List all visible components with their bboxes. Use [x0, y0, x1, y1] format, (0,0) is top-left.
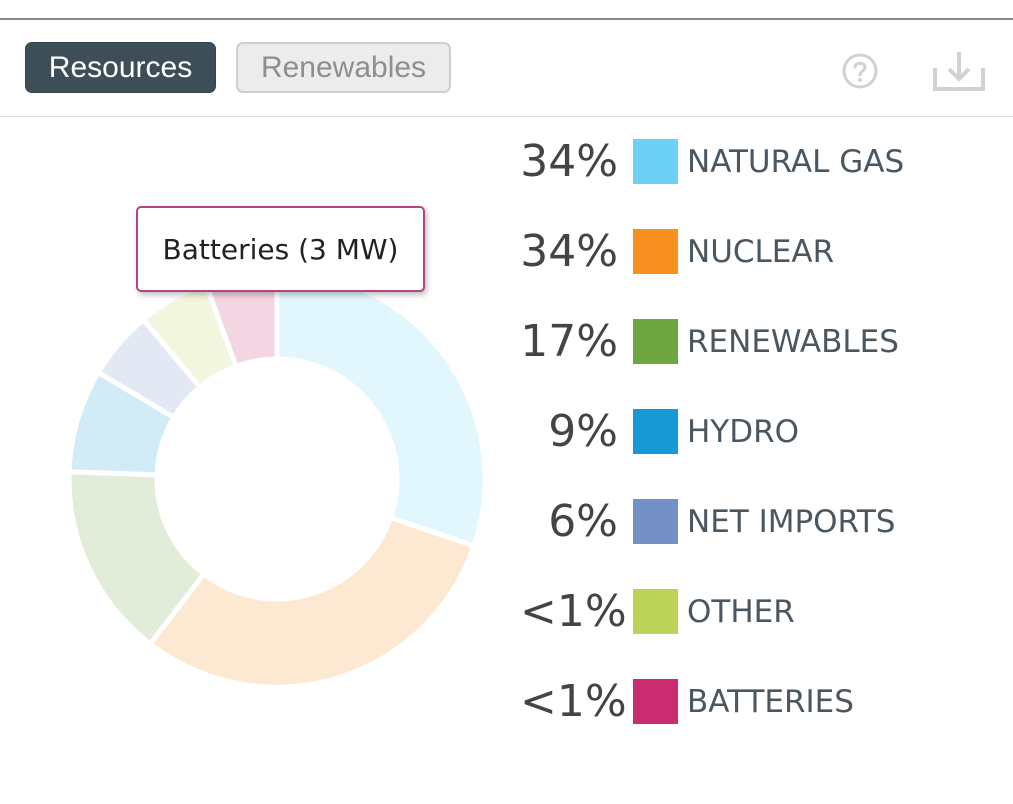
tooltip-text: Batteries (3 MW) — [162, 232, 399, 266]
tab-resources[interactable]: Resources — [25, 42, 216, 93]
donut-slice-nuclear[interactable] — [146, 514, 478, 690]
tab-renewables[interactable]: Renewables — [236, 42, 451, 93]
legend-item-nuclear: 34% NUCLEAR — [520, 207, 1000, 297]
chart-tooltip: Batteries (3 MW) — [136, 206, 425, 292]
legend-label: RENEWABLES — [687, 324, 899, 360]
legend-label: NATURAL GAS — [687, 144, 905, 180]
legend-swatch — [633, 229, 678, 274]
legend-percent: <1% — [520, 586, 627, 637]
legend-item-renewables: 17% RENEWABLES — [520, 297, 1000, 387]
help-circle-icon[interactable] — [841, 52, 879, 90]
download-tray-icon[interactable] — [931, 50, 987, 92]
legend-percent: 34% — [520, 136, 618, 187]
legend-label: HYDRO — [687, 414, 800, 450]
legend-item-batteries: <1% BATTERIES — [520, 657, 1000, 747]
legend-item-other: <1% OTHER — [520, 567, 1000, 657]
legend-label: NUCLEAR — [687, 234, 835, 270]
legend-percent: 17% — [520, 316, 618, 367]
legend-item-hydro: 9% HYDRO — [520, 387, 1000, 477]
top-divider — [0, 18, 1013, 20]
legend-swatch — [633, 589, 678, 634]
legend-item-natural-gas: 34% NATURAL GAS — [520, 117, 1000, 207]
legend-percent: <1% — [520, 676, 627, 727]
legend-percent: 6% — [548, 496, 618, 547]
legend-swatch — [633, 319, 678, 364]
donut-slice-natural-gas[interactable] — [274, 268, 488, 550]
legend-percent: 9% — [548, 406, 618, 457]
legend-swatch — [633, 139, 678, 184]
legend-percent: 34% — [520, 226, 618, 277]
legend-swatch — [633, 499, 678, 544]
legend-swatch — [633, 679, 678, 724]
toolbar-divider — [0, 116, 1013, 117]
legend-label: OTHER — [687, 594, 795, 630]
legend-label: BATTERIES — [687, 684, 854, 720]
legend-item-net-imports: 6% NET IMPORTS — [520, 477, 1000, 567]
legend-label: NET IMPORTS — [687, 504, 896, 540]
donut-chart — [66, 268, 488, 690]
legend-swatch — [633, 409, 678, 454]
